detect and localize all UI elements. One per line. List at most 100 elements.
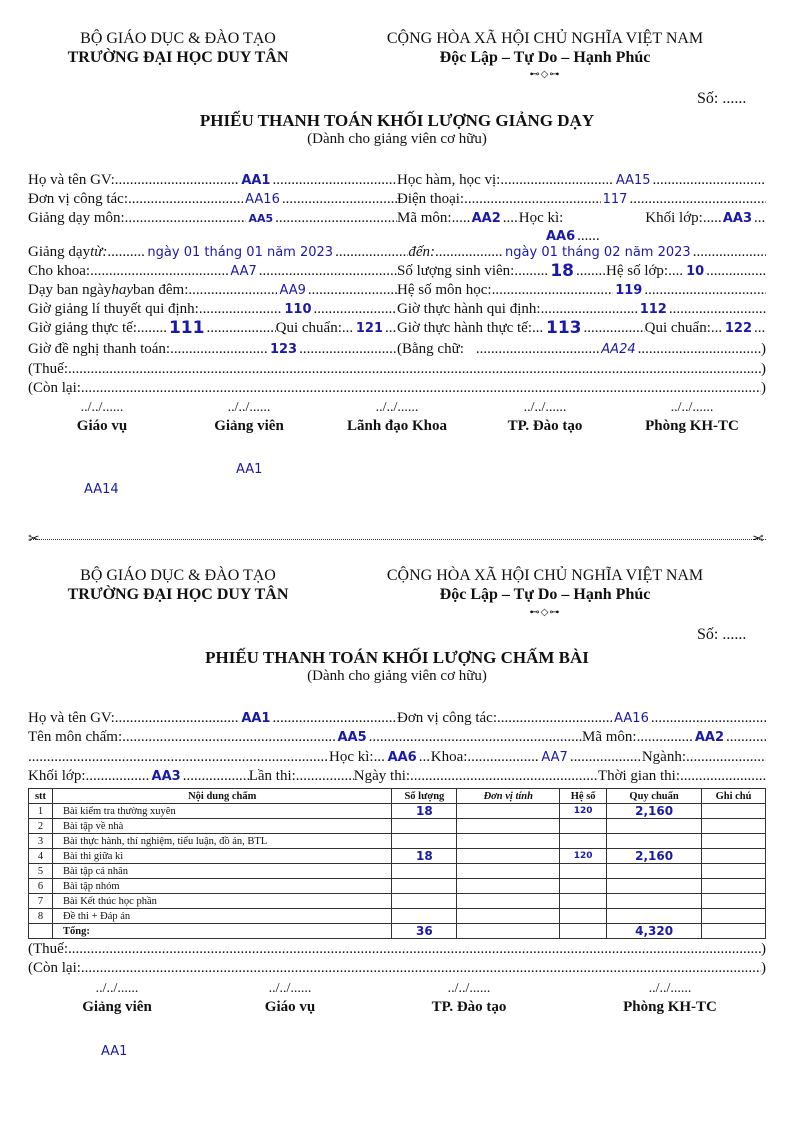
signer-name: AA1 bbox=[101, 1044, 128, 1059]
row-faculty: Cho khoa: AA7 Số lượng sinh viên: 18 Hệ số … bbox=[28, 262, 766, 281]
signer-title: TP. Đào tạo bbox=[507, 418, 583, 434]
row-content: Đề thi + Đáp án bbox=[51, 908, 393, 924]
signer-title: Giáo vụ bbox=[264, 999, 316, 1015]
semester: AA6 bbox=[387, 750, 417, 765]
row-period: Giảng dạy từ: ngày 01 tháng 01 năm 2023 đế… bbox=[28, 243, 766, 262]
label: đến: bbox=[408, 244, 436, 260]
row-quantity bbox=[391, 893, 458, 909]
start-date: ngày 01 tháng 01 năm 2023 bbox=[147, 245, 334, 260]
grading-table: stt Nội dung chấm Số lượng Đơn vị tính H… bbox=[28, 788, 766, 939]
column-header: stt bbox=[28, 788, 53, 804]
label: Điện thoại: bbox=[397, 191, 465, 207]
row-quantity bbox=[391, 818, 458, 834]
table-row: 7 Bài Kết thúc học phần bbox=[28, 893, 766, 909]
signer-title: Giáo vụ bbox=[76, 418, 128, 434]
row-note bbox=[701, 848, 766, 864]
faculty: AA7 bbox=[541, 750, 568, 765]
total-label: Tổng: bbox=[51, 923, 393, 939]
subject-coefficient: 119 bbox=[615, 283, 643, 298]
label: Qui chuẩn: bbox=[275, 320, 342, 336]
label: hay bbox=[111, 282, 133, 298]
row-tax: (Thuế:) bbox=[28, 360, 766, 379]
label: từ: bbox=[90, 244, 108, 260]
signer-title: Phòng KH-TC bbox=[623, 999, 717, 1015]
ornament-icon: ⊷◇⊶ bbox=[529, 607, 561, 618]
subject: AA5 bbox=[248, 212, 274, 225]
label: (Còn lại: bbox=[28, 960, 81, 976]
motto: Độc Lập – Tự Do – Hạnh Phúc bbox=[439, 49, 651, 66]
label: Giảng dạy bbox=[28, 244, 91, 260]
work-unit: AA16 bbox=[614, 711, 649, 726]
column-header: Ghi chú bbox=[701, 788, 766, 804]
row-coefficient: 120 bbox=[559, 803, 608, 819]
row-coefficient: 120 bbox=[559, 848, 608, 864]
row-note bbox=[701, 833, 766, 849]
ministry-name: BỘ GIÁO DỤC & ĐÀO TẠO bbox=[80, 30, 276, 47]
actual-practice: 113 bbox=[546, 319, 582, 338]
row-unit: Đơn vị công tác: AA16 Điện thoại: 117 bbox=[28, 190, 766, 209]
table-row: 1 Bài kiểm tra thường xuyên 18 120 2,160 bbox=[28, 803, 766, 819]
row-quantity bbox=[391, 833, 458, 849]
label: Tên môn chấm: bbox=[28, 729, 123, 745]
signer-title: Phòng KH-TC bbox=[645, 418, 739, 434]
label: Họ và tên GV: bbox=[28, 172, 115, 188]
label: Giảng dạy môn: bbox=[28, 210, 125, 226]
row-standard bbox=[606, 863, 703, 879]
bracket: ) bbox=[761, 380, 766, 396]
signer-title: Lãnh đạo Khoa bbox=[346, 418, 448, 434]
row-actual-hours: Giờ giảng thực tế: 111 Qui chuẩn: 121 Giờ t… bbox=[28, 319, 766, 338]
class-level: AA3 bbox=[151, 769, 181, 784]
row-note bbox=[701, 893, 766, 909]
semester: AA6 bbox=[546, 229, 576, 244]
scissors-icon: ✂ bbox=[752, 532, 764, 547]
bracket: ) bbox=[761, 361, 766, 377]
label: Số lượng sinh viên: bbox=[397, 263, 515, 279]
sign-date: ../../...... bbox=[670, 400, 714, 415]
row-unit bbox=[456, 833, 561, 849]
subject-code: AA2 bbox=[694, 730, 724, 745]
requested-hours: 123 bbox=[269, 342, 298, 357]
column-header: Số lượng bbox=[391, 788, 458, 804]
row-standard bbox=[606, 833, 703, 849]
table-row: 2 Bài tập về nhà bbox=[28, 818, 766, 834]
signer-name: AA1 bbox=[236, 462, 263, 477]
row-unit bbox=[456, 863, 561, 879]
row-number: 8 bbox=[28, 908, 53, 924]
label: (Bằng chữ: bbox=[397, 341, 464, 357]
label: Ngày thi: bbox=[353, 768, 411, 784]
end-date: ngày 01 tháng 02 năm 2023 bbox=[505, 245, 691, 260]
row-subject: Giảng dạy môn: AA5 Mã môn: AA2 Học kì: Khối … bbox=[28, 209, 766, 228]
row-class: Khối lớp: AA3 Lần thi: Ngày thi: Thời gian t… bbox=[28, 767, 766, 786]
table-row: 8 Đề thi + Đáp án bbox=[28, 908, 766, 924]
phone: 117 bbox=[602, 192, 628, 207]
row-coefficient bbox=[559, 908, 608, 924]
document-number: Số: ...... bbox=[697, 90, 747, 107]
label: Ngành: bbox=[641, 749, 686, 765]
row-quantity: 18 bbox=[391, 803, 458, 819]
label: Thời gian thi: bbox=[597, 768, 680, 784]
row-regulated-hours: Giờ giảng lí thuyết qui định: 110 Giờ thự… bbox=[28, 300, 766, 319]
row-number: 6 bbox=[28, 878, 53, 894]
label: (Thuế: bbox=[28, 361, 68, 377]
label: Qui chuẩn: bbox=[644, 320, 711, 336]
row-number: 5 bbox=[28, 863, 53, 879]
row-content: Bài kiểm tra thường xuyên bbox=[51, 803, 393, 819]
bracket: ) bbox=[761, 341, 766, 357]
sign-date: ../../...... bbox=[95, 981, 139, 996]
form-subtitle: (Dành cho giảng viên cơ hữu) bbox=[307, 131, 487, 147]
day-night: AA9 bbox=[279, 283, 306, 298]
row-number: 1 bbox=[28, 803, 53, 819]
form-title: PHIẾU THANH TOÁN KHỐI LƯỢNG CHẤM BÀI bbox=[205, 648, 589, 667]
row-unit bbox=[456, 848, 561, 864]
label: Giờ giảng thực tế: bbox=[28, 320, 137, 336]
row-payment: Giờ đề nghị thanh toán: 123 (Bằng chữ: AA2… bbox=[28, 340, 766, 359]
sign-date: ../../...... bbox=[523, 400, 567, 415]
sign-date: ../../...... bbox=[648, 981, 692, 996]
row-number: 7 bbox=[28, 893, 53, 909]
row-remaining: (Còn lại:) bbox=[28, 959, 766, 978]
label: Mã môn: bbox=[397, 210, 452, 226]
teacher-name: AA1 bbox=[241, 173, 271, 188]
signer-title: Giảng viên bbox=[82, 999, 152, 1015]
column-header: Đơn vị tính bbox=[456, 788, 561, 804]
row-note bbox=[701, 878, 766, 894]
